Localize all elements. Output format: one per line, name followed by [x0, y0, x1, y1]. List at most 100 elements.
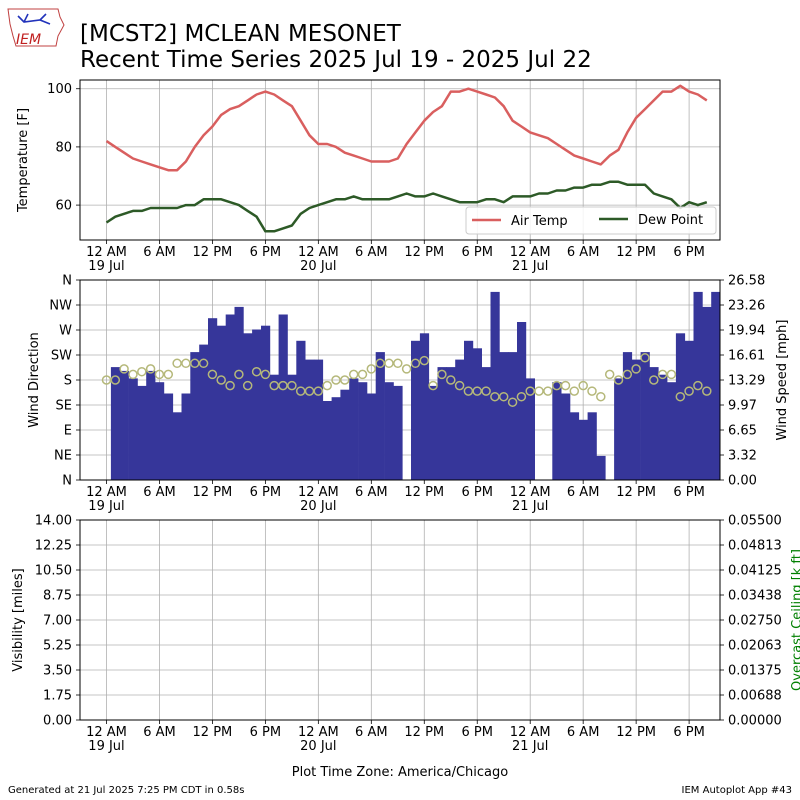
wind-direction-point	[251, 366, 262, 377]
x-tick-label: 12 AM	[298, 485, 339, 500]
wind-direction-point	[154, 369, 165, 380]
wind-direction-point	[295, 386, 306, 396]
wind-direction-point	[684, 386, 694, 396]
wind-direction-point	[551, 380, 562, 391]
wind-speed-bar	[172, 412, 182, 480]
x-tick-label: 12 AM	[298, 725, 339, 740]
y-tick-label: SW	[51, 349, 72, 364]
wind-speed-bar	[278, 314, 288, 480]
wind-direction-point	[172, 358, 182, 369]
y-tick-label: N	[62, 474, 72, 489]
wind-direction-point	[525, 386, 535, 396]
y-tick-label: 3.50	[43, 664, 72, 679]
y-tick-label: 12.25	[35, 539, 72, 554]
wind-direction-point	[587, 386, 597, 396]
wind-speed-bar	[446, 367, 456, 480]
wind-speed-bar	[181, 393, 191, 480]
y-tick-label: SE	[56, 399, 72, 414]
y2-tick-label: 26.58	[728, 274, 765, 289]
ceiling-axis-label: Overcast Ceiling [k ft]	[790, 549, 800, 691]
y2-tick-label: 0.03438	[728, 589, 782, 604]
wind-direction-point	[560, 380, 571, 391]
x-tick-label: 6 PM	[250, 485, 281, 500]
wind-speed-bar	[225, 314, 235, 480]
wind-direction-point	[419, 355, 430, 366]
wind-speed-bar	[384, 382, 394, 480]
wind-direction-point	[119, 364, 129, 374]
legend-box	[465, 206, 717, 235]
x-tick-label: 6 AM	[143, 245, 176, 260]
wind-speed-bar	[208, 318, 218, 480]
wind-speed-bar	[455, 359, 465, 480]
y-tick-label: 14.00	[35, 514, 72, 529]
wind-direction-point	[242, 380, 253, 391]
wind-speed-bar	[110, 367, 121, 480]
wind-speed-bar	[587, 412, 597, 480]
y2-tick-label: 3.32	[728, 449, 757, 464]
x-tick-label: 12 AM	[510, 245, 551, 260]
wind-speed-bar	[525, 378, 535, 480]
wind-speed-bar	[375, 352, 385, 480]
wind-speed-bar	[499, 352, 509, 480]
wind-direction-point	[278, 380, 288, 391]
wind-direction-point	[702, 386, 712, 396]
wind-direction-point	[190, 358, 200, 369]
y2-tick-label: 0.04813	[728, 539, 782, 554]
temperature-legend: Air Temp Dew Point	[465, 206, 717, 235]
wind-direction-point	[340, 375, 350, 385]
wind-direction-point	[622, 369, 633, 380]
x-tick-label: 12 PM	[193, 725, 233, 740]
wind-speed-bar	[358, 382, 368, 480]
x-tick-label: 12 PM	[616, 485, 656, 500]
wind-speed-bar	[622, 352, 633, 480]
x-tick-label: 6 AM	[567, 245, 600, 260]
y2-tick-label: 19.94	[728, 324, 765, 339]
x-tick-label: 12 AM	[86, 245, 127, 260]
iem-logo: IEM	[7, 8, 65, 48]
x-tick-label: 6 PM	[250, 245, 281, 260]
wind-speed-bar	[261, 325, 271, 480]
y2-tick-label: 13.29	[728, 374, 765, 389]
y-tick-label: NE	[54, 449, 72, 464]
x-tick-label: 12 PM	[193, 485, 233, 500]
x-tick-label: 6 PM	[250, 725, 281, 740]
wind-speed-bar	[684, 340, 694, 480]
wind-speed-bar	[437, 367, 447, 480]
wind-speed-bar	[508, 352, 518, 480]
x-tick-label: 12 AM	[510, 485, 551, 500]
wind-direction-point	[216, 375, 226, 385]
app-note: IEM Autoplot App #43	[682, 785, 792, 796]
y2-tick-label: 9.97	[728, 399, 757, 414]
wind-direction-point	[437, 369, 447, 380]
wind-direction-point	[516, 391, 527, 402]
wind-direction-point	[225, 380, 235, 391]
wind-speed-bar	[137, 385, 147, 480]
wind-direction-point	[613, 375, 624, 385]
plot-frame	[79, 279, 721, 481]
y-tick-label: N	[62, 274, 72, 289]
wind-speed-bar	[199, 344, 209, 480]
wind-speed-bar	[411, 340, 421, 480]
wind-direction-point	[410, 358, 421, 369]
x-tick-label: 12 PM	[404, 725, 444, 740]
wind-direction-point	[393, 358, 403, 369]
plot-frame	[79, 519, 721, 721]
y2-tick-label: 0.00000	[728, 714, 782, 729]
x-tick-label: 12 PM	[404, 485, 444, 500]
wind-speed-bar	[569, 412, 580, 480]
wind-speed-bar	[340, 389, 350, 480]
x-tick-label: 12 AM	[86, 725, 127, 740]
wind-speed-bar	[269, 374, 279, 480]
wind-speed-bar	[128, 378, 138, 480]
wind-speed-bar	[155, 382, 165, 480]
wind-speed-bar	[552, 382, 562, 480]
x-tick-label: 12 PM	[616, 245, 656, 260]
y2-tick-label: 0.05500	[728, 514, 782, 529]
y-tick-label: W	[59, 324, 72, 339]
x-date-label: 21 Jul	[512, 259, 548, 274]
x-date-label: 20 Jul	[300, 739, 336, 754]
wind-speed-bar	[472, 348, 482, 480]
wind-direction-axis-label: Wind Direction	[27, 332, 42, 428]
